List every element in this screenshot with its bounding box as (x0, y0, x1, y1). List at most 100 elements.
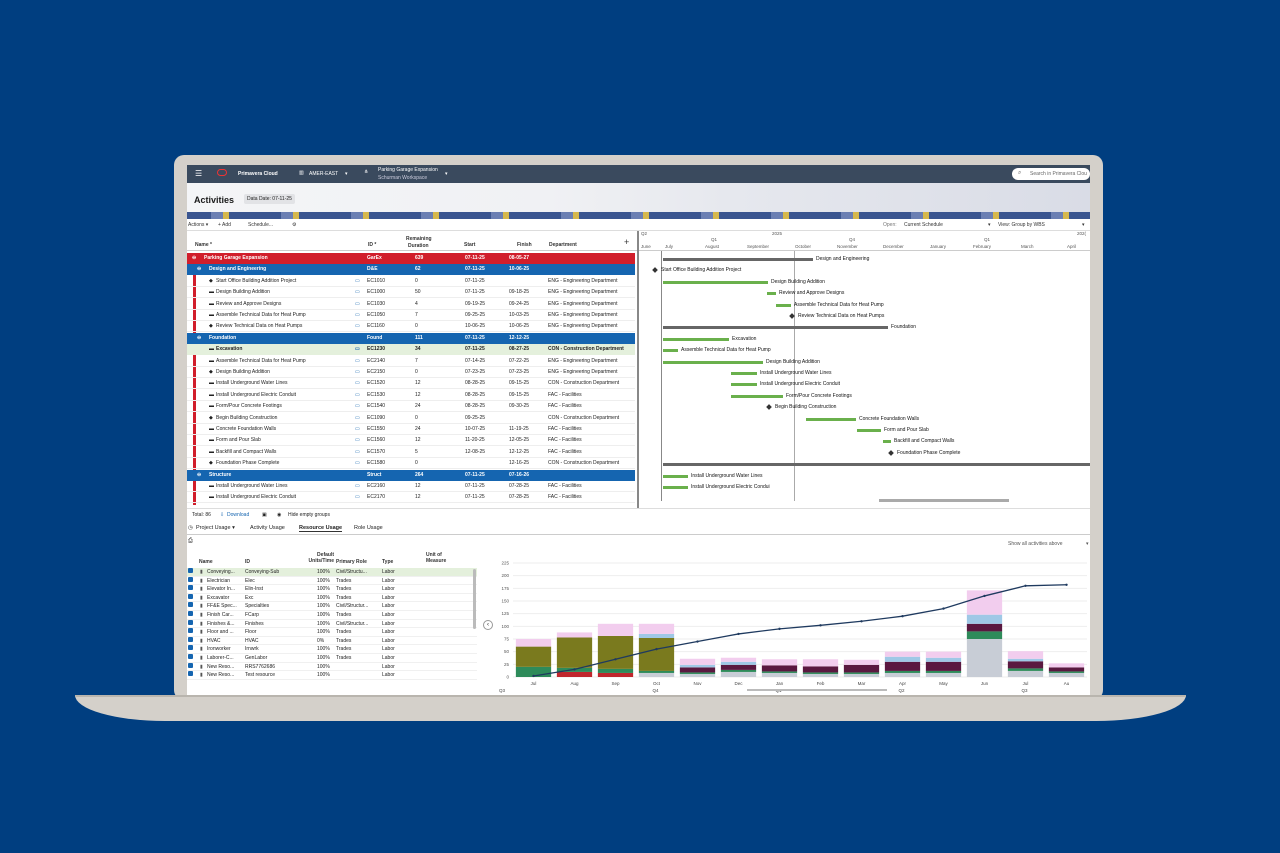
download-icon[interactable]: ⇩ (220, 512, 225, 518)
rcol-name[interactable]: Name (199, 559, 213, 565)
usage-bar-segment[interactable] (515, 666, 552, 677)
usage-bar-segment[interactable] (720, 669, 757, 672)
usage-bar-segment[interactable] (925, 657, 962, 662)
activity-row[interactable]: ▬ ▭ Concrete Foundation Walls EC1550 24 10-07… (187, 424, 635, 435)
usage-bar-segment[interactable] (925, 672, 962, 677)
usage-bar-segment[interactable] (925, 670, 962, 673)
usage-bar-segment[interactable] (802, 659, 839, 667)
activity-row[interactable]: ◆ ▭ Begin Building Construction EC1090 0 09-2… (187, 413, 635, 424)
comment-icon[interactable]: ▭ (355, 403, 360, 410)
usage-bar-segment[interactable] (966, 639, 1003, 677)
row-checkbox[interactable] (188, 619, 193, 625)
project-selector[interactable]: Parking Garage Expansion (378, 167, 438, 173)
usage-bar-segment[interactable] (638, 637, 675, 671)
usage-bar-segment[interactable] (925, 651, 962, 658)
usage-bar-segment[interactable] (556, 671, 593, 677)
project-chevron-down-icon[interactable]: ▾ (445, 171, 448, 177)
global-search-input[interactable]: ⌕ Search in Primavera Clou (1012, 168, 1090, 180)
resource-row[interactable]: ▮ Floor and ... Floor 100% Trades Labor (187, 628, 477, 637)
activity-row[interactable]: ▬ ▭ Assemble Technical Data for Heat Pump E… (187, 310, 635, 321)
row-checkbox[interactable] (188, 662, 193, 668)
usage-bar-segment[interactable] (1007, 651, 1044, 659)
usage-bar-segment[interactable] (679, 672, 716, 674)
resource-row[interactable]: ▮ Finishes &... Finishes 100% Civil/Structur… (187, 619, 477, 629)
group-icon[interactable]: ▣ (262, 512, 267, 518)
usage-bar-segment[interactable] (966, 631, 1003, 639)
actions-menu[interactable]: Actions ▾ (188, 222, 209, 228)
usage-bar-segment[interactable] (1048, 672, 1085, 677)
resource-row[interactable]: ▮ Electrician Elec 100% Trades Labor (187, 576, 477, 586)
usage-bar-segment[interactable] (638, 633, 675, 638)
gantt-bar[interactable] (857, 429, 881, 432)
comment-icon[interactable]: ▭ (355, 460, 360, 467)
usage-bar-segment[interactable] (720, 671, 757, 677)
show-all-activities-select[interactable]: Show all activities above (1008, 541, 1063, 547)
row-checkbox[interactable] (188, 593, 193, 599)
collapse-icon[interactable]: ⊖ (192, 255, 197, 261)
comment-icon[interactable]: ▭ (355, 448, 360, 455)
usage-bar-segment[interactable] (1007, 668, 1044, 671)
gantt-bar[interactable] (663, 280, 768, 284)
usage-bar-segment[interactable] (556, 632, 593, 638)
gantt-milestone[interactable] (888, 449, 894, 456)
usage-bar-segment[interactable] (638, 670, 675, 673)
comment-icon[interactable]: ▭ (355, 346, 360, 353)
usage-bar-segment[interactable] (843, 659, 880, 665)
chart-scrollbar[interactable] (747, 689, 887, 691)
usage-bar-segment[interactable] (515, 646, 552, 667)
usage-bar-segment[interactable] (597, 672, 634, 677)
resource-row[interactable]: ▮ HVAC HVAC 0% Trades Labor (187, 636, 477, 646)
wbs-row[interactable]: ⊖ Structure Struct 264 07-11-25 07-16-26 (187, 469, 635, 481)
region-chevron-down-icon[interactable]: ▾ (345, 171, 348, 177)
row-checkbox[interactable] (188, 585, 193, 591)
add-button[interactable]: + Add (218, 222, 231, 228)
usage-bar-segment[interactable] (597, 668, 634, 673)
row-checkbox[interactable] (188, 636, 193, 642)
add-column-icon[interactable]: + (624, 237, 630, 247)
usage-bar-segment[interactable] (761, 671, 798, 673)
col-name[interactable]: Name * (195, 242, 212, 248)
comment-icon[interactable]: ▭ (355, 300, 360, 307)
usage-bar-segment[interactable] (638, 623, 675, 634)
resource-row[interactable]: ▮ New Reso... Test resource 100% Labor (187, 671, 477, 680)
project-usage-select[interactable]: Project Usage ▾ (196, 525, 235, 531)
gantt-bar[interactable] (883, 440, 891, 444)
collapse-icon[interactable]: ⊖ (197, 266, 202, 273)
comment-icon[interactable]: ▭ (355, 357, 360, 364)
col-department[interactable]: Department (549, 242, 577, 248)
comment-icon[interactable]: ▭ (355, 277, 360, 284)
comment-icon[interactable]: ▭ (355, 494, 360, 501)
usage-bar-segment[interactable] (1007, 658, 1044, 662)
row-checkbox[interactable] (188, 671, 193, 677)
comment-icon[interactable]: ▭ (355, 323, 360, 330)
resource-row[interactable]: ▮ Elevator In... Elin-Inst 100% Trades Labor (187, 585, 477, 594)
usage-bar-segment[interactable] (843, 664, 880, 673)
gantt-milestone[interactable] (766, 404, 772, 411)
activity-row[interactable]: ◆ ▭ Foundation Phase Complete EC1580 0 12-16-… (187, 458, 635, 470)
tab-resource-usage[interactable]: Resource Usage (299, 525, 343, 532)
view-chevron-down-icon[interactable]: ▾ (1082, 222, 1085, 228)
rcol-uom[interactable]: Unit of Measure (426, 552, 447, 564)
gantt-summary-bar[interactable] (663, 258, 813, 261)
gantt-bar[interactable] (731, 394, 783, 398)
open-schedule-select[interactable]: Current Schedule (904, 222, 943, 228)
region-selector[interactable]: AMER-EAST (309, 171, 339, 177)
usage-bar-segment[interactable] (597, 635, 634, 669)
open-chevron-down-icon[interactable]: ▾ (988, 222, 991, 228)
gantt-summary-bar[interactable] (663, 463, 1090, 467)
usage-bar-segment[interactable] (884, 672, 921, 677)
comment-icon[interactable]: ▭ (355, 369, 360, 375)
rcol-id[interactable]: ID (245, 559, 250, 565)
usage-bar-segment[interactable] (679, 658, 716, 665)
usage-bar-segment[interactable] (843, 673, 880, 677)
col-remaining[interactable]: Remaining (406, 236, 432, 242)
usage-bar-segment[interactable] (1048, 663, 1085, 668)
comment-icon[interactable]: ▭ (355, 426, 360, 432)
usage-bar-segment[interactable] (679, 673, 716, 677)
activity-row[interactable]: ◆ ▭ Start Office Building Addition Project… (187, 276, 635, 287)
resource-table-scrollbar[interactable] (473, 569, 476, 629)
print-icon[interactable]: ⎙ (188, 538, 193, 544)
download-link[interactable]: Download (227, 512, 250, 518)
usage-bar-segment[interactable] (597, 623, 634, 636)
gantt-bar[interactable] (806, 417, 856, 421)
